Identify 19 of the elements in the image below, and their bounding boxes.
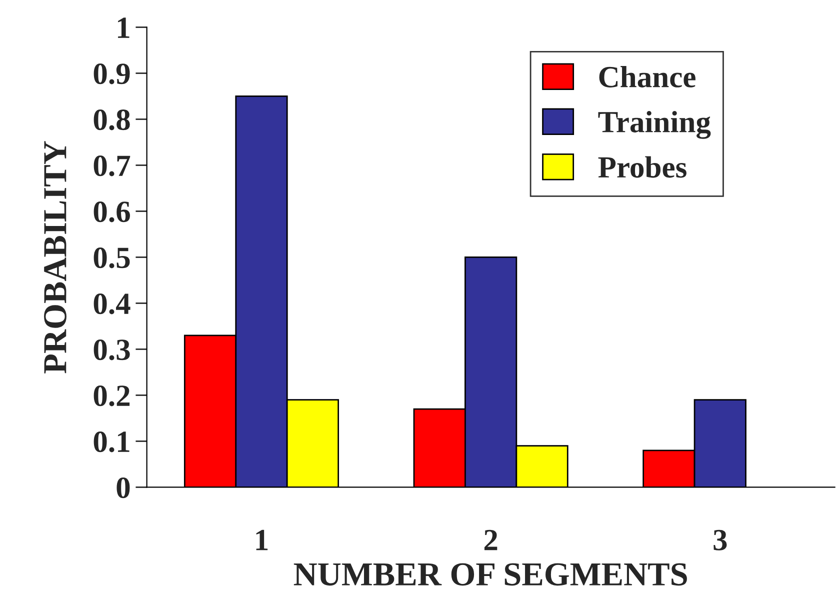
y-tick-label: 0.6 xyxy=(94,202,130,222)
legend-label: Chance xyxy=(599,66,696,88)
x-axis-title: NUMBER OF SEGMENTS xyxy=(294,563,687,586)
y-tick-label: 0 xyxy=(116,478,130,498)
y-tick-label: 0.3 xyxy=(94,340,130,360)
x-tick-label: 3 xyxy=(714,530,727,550)
y-tick-label: 0.2 xyxy=(94,386,130,406)
y-tick-label: 0.4 xyxy=(94,294,130,314)
y-tick-label: 0.8 xyxy=(94,110,130,130)
legend-label: Probes xyxy=(598,156,686,178)
x-tick-label: 2 xyxy=(484,530,498,550)
y-axis-title: PROBABILITY xyxy=(44,141,66,374)
y-tick-label: 0.1 xyxy=(94,432,130,452)
legend-label: Training xyxy=(598,110,711,139)
y-tick-label: 1 xyxy=(118,18,130,38)
y-tick-label: 0.7 xyxy=(94,156,130,176)
x-tick-label: 1 xyxy=(256,530,268,550)
y-tick-label: 0.5 xyxy=(94,248,130,268)
y-tick-label: 0.9 xyxy=(94,64,130,84)
